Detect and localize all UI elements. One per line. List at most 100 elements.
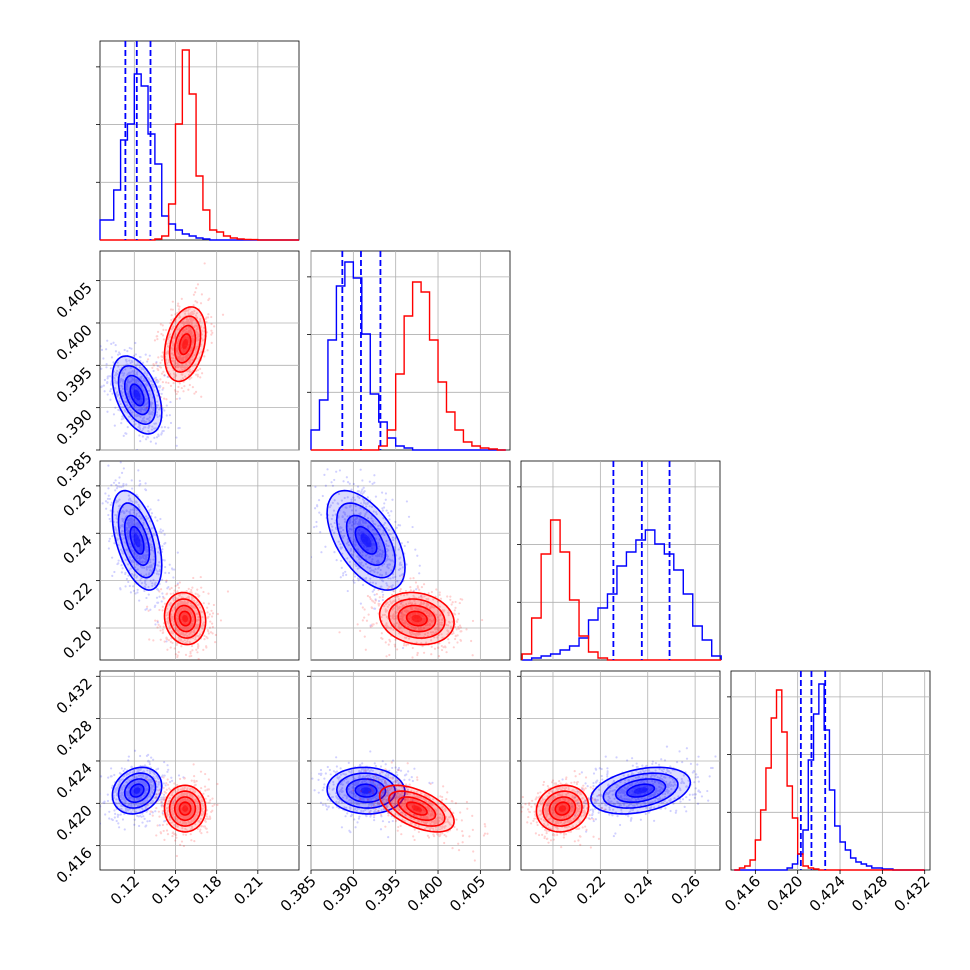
scatter-point — [338, 469, 342, 472]
scatter-point — [386, 625, 389, 628]
scatter-point — [428, 615, 431, 618]
scatter-point — [170, 779, 174, 782]
scatter-point — [182, 359, 185, 362]
scatter-point — [171, 616, 174, 619]
scatter-point — [195, 287, 198, 290]
scatter-point — [363, 514, 366, 518]
scatter-point — [148, 424, 151, 427]
scatter-point — [114, 387, 117, 390]
scatter-point — [149, 608, 152, 611]
scatter-point — [198, 606, 202, 609]
scatter-point — [188, 633, 191, 636]
scatter-point — [137, 804, 140, 807]
scatter-point — [189, 650, 192, 653]
scatter-point — [144, 489, 148, 492]
scatter-point — [206, 616, 209, 619]
scatter-point — [126, 792, 130, 795]
scatter-point — [140, 773, 143, 776]
scatter-point — [364, 648, 367, 651]
scatter-point — [148, 378, 151, 381]
scatter-point — [132, 394, 135, 398]
scatter-point — [139, 356, 142, 359]
scatter-point — [195, 324, 198, 328]
scatter-point — [392, 614, 395, 617]
scatter-point — [117, 408, 120, 412]
scatter-point — [343, 534, 346, 537]
scatter-point — [206, 637, 209, 640]
scatter-point — [182, 356, 185, 359]
scatter-point — [380, 573, 384, 577]
scatter-point — [135, 555, 138, 558]
scatter-point — [176, 362, 179, 365]
scatter-point — [400, 611, 403, 614]
scatter-point — [197, 616, 200, 619]
scatter-point — [176, 363, 179, 367]
scatter-point — [120, 418, 123, 421]
scatter-point — [345, 454, 347, 456]
scatter-point — [369, 535, 372, 538]
scatter-point — [132, 771, 136, 774]
scatter-point — [194, 625, 198, 628]
scatter-point — [209, 620, 212, 623]
scatter-point — [160, 426, 163, 429]
scatter-point — [167, 768, 170, 771]
scatter-point — [360, 561, 363, 564]
scatter-point — [359, 563, 362, 566]
scatter-point — [145, 775, 148, 778]
scatter-point — [459, 597, 462, 601]
scatter-point — [157, 777, 160, 780]
scatter-point — [135, 512, 138, 515]
scatter-point — [358, 556, 361, 559]
scatter-point — [142, 554, 145, 558]
scatter-point — [145, 810, 148, 813]
scatter-point — [124, 802, 127, 805]
scatter-point — [357, 579, 360, 582]
scatter-point — [120, 532, 123, 535]
scatter-point — [182, 844, 186, 848]
scatter-point — [109, 509, 112, 512]
scatter-point — [416, 608, 419, 611]
scatter-point — [121, 380, 125, 383]
scatter-point — [368, 596, 371, 599]
histogram-series-2 — [100, 49, 299, 241]
scatter-point — [113, 790, 117, 793]
scatter-point — [110, 342, 113, 346]
scatter-point — [125, 509, 128, 512]
scatter-point — [394, 610, 397, 614]
scatter-point — [178, 397, 181, 400]
scatter-point — [132, 384, 135, 388]
scatter-point — [397, 548, 400, 551]
scatter-point — [141, 560, 144, 563]
scatter-point — [401, 616, 404, 620]
scatter-point — [174, 375, 177, 378]
scatter-point — [356, 577, 360, 580]
scatter-point — [124, 358, 127, 362]
scatter-point — [346, 515, 349, 518]
scatter-point — [369, 625, 372, 628]
scatter-point — [134, 363, 138, 366]
scatter-point — [119, 794, 122, 798]
scatter-point — [181, 366, 184, 369]
scatter-point — [333, 499, 336, 502]
scatter-point — [179, 608, 183, 611]
scatter-point — [177, 586, 181, 589]
scatter-point — [377, 554, 380, 557]
scatter-point — [450, 627, 453, 630]
scatter-point — [372, 532, 375, 535]
scatter-point — [202, 590, 205, 594]
scatter-point — [150, 756, 153, 759]
scatter-point — [147, 807, 150, 810]
scatter-point — [172, 343, 175, 346]
scatter-point — [364, 562, 368, 565]
scatter-point — [120, 377, 123, 381]
scatter-point — [159, 588, 163, 591]
scatter-point — [147, 759, 150, 762]
scatter-point — [149, 548, 153, 552]
density-fill — [133, 787, 141, 794]
scatter-point — [380, 491, 384, 494]
scatter-point — [178, 316, 181, 319]
scatter-point — [182, 336, 186, 339]
scatter-point — [135, 400, 138, 403]
histogram-group-1 — [99, 41, 299, 241]
scatter-point — [426, 603, 430, 606]
